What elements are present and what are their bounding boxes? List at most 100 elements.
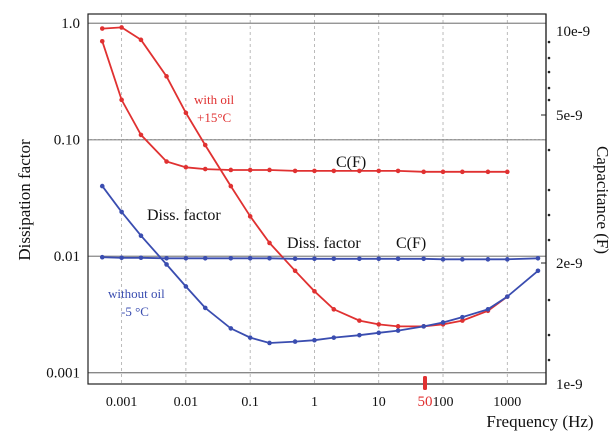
x-tick-label: 0.1 — [241, 395, 259, 410]
series-point-1 — [441, 170, 446, 175]
x-tick-label: 10 — [372, 395, 386, 410]
series-point-2 — [100, 184, 105, 189]
series-point-0 — [248, 214, 253, 219]
right-minor-tick — [548, 239, 551, 242]
right-minor-tick — [548, 299, 551, 302]
y-axis-label-right: Capacitance (F) — [593, 146, 609, 254]
plot-frame — [88, 14, 546, 384]
right-minor-tick — [548, 71, 551, 74]
series-point-2 — [421, 324, 426, 329]
right-minor-tick — [548, 149, 551, 152]
series-point-2 — [441, 320, 446, 325]
right-minor-tick — [548, 99, 551, 102]
series-point-3 — [505, 257, 510, 262]
y-tick-label-right: 5e-9 — [556, 108, 583, 124]
series-point-1 — [119, 98, 124, 103]
series-point-3 — [267, 256, 272, 261]
x-tick-label: 1000 — [493, 395, 521, 410]
series-point-1 — [229, 168, 234, 173]
series-point-0 — [100, 26, 105, 31]
y-tick-label-left: 0.001 — [46, 366, 80, 382]
series-point-3 — [421, 257, 426, 262]
series-point-3 — [100, 255, 105, 260]
series-point-1 — [100, 39, 105, 44]
series-point-3 — [184, 256, 189, 261]
series-point-0 — [229, 184, 234, 189]
series-point-2 — [203, 306, 208, 311]
x-axis-label: Frequency (Hz) — [486, 412, 593, 431]
x-tick-label: 1 — [311, 395, 318, 410]
y-tick-label-left: 1.0 — [61, 16, 80, 32]
series-line-0 — [102, 27, 507, 326]
series-point-3 — [312, 257, 317, 262]
ticks-layer: 0.001 0.01 0.1 1 10 100 1000 1.0 0.10 0.01 0.001 10… — [46, 14, 590, 410]
series-point-1 — [164, 159, 169, 164]
series-point-1 — [203, 167, 208, 172]
y-tick-label-right: 1e-9 — [556, 377, 583, 393]
series-point-3 — [139, 255, 144, 260]
series-point-2 — [312, 338, 317, 343]
annotation-without-oil-line1: without oil — [108, 286, 165, 301]
right-minor-tick — [548, 87, 551, 90]
annotation-diss-blue: Diss. factor — [147, 207, 221, 224]
series-layer — [100, 25, 540, 345]
series-point-3 — [119, 255, 124, 260]
series-point-3 — [293, 257, 298, 262]
series-point-2 — [486, 307, 491, 312]
series-point-3 — [396, 257, 401, 262]
series-point-2 — [536, 268, 541, 273]
right-minor-tick — [548, 41, 551, 44]
series-point-0 — [293, 268, 298, 273]
series-point-2 — [396, 328, 401, 333]
series-point-2 — [119, 210, 124, 215]
x-tick-label: 100 — [433, 395, 454, 410]
series-point-2 — [460, 315, 465, 320]
right-minor-tick — [548, 57, 551, 60]
marker-50hz — [423, 376, 427, 390]
series-point-0 — [164, 74, 169, 79]
annotation-without-oil-line2: -5 °C — [121, 304, 149, 319]
series-point-0 — [357, 318, 362, 323]
right-minor-tick — [548, 189, 551, 192]
y-tick-label-left: 0.01 — [54, 249, 80, 265]
annotation-diss-red: Diss. factor — [287, 235, 361, 252]
series-point-1 — [139, 133, 144, 138]
series-point-2 — [184, 284, 189, 289]
series-point-1 — [396, 169, 401, 174]
series-point-3 — [486, 257, 491, 262]
series-point-2 — [139, 233, 144, 238]
marker-50hz-label: 50 — [418, 394, 433, 410]
y-tick-label-left: 0.10 — [54, 133, 80, 149]
series-point-1 — [376, 169, 381, 174]
y-axis-label-left: Dissipation factor — [15, 139, 34, 261]
series-point-3 — [441, 257, 446, 262]
series-point-1 — [486, 170, 491, 175]
series-point-1 — [505, 170, 510, 175]
series-line-1 — [102, 41, 507, 172]
series-point-2 — [505, 294, 510, 299]
series-point-1 — [248, 168, 253, 173]
series-point-3 — [248, 256, 253, 261]
series-point-2 — [248, 335, 253, 340]
x-tick-label: 0.01 — [174, 395, 199, 410]
annotation-cf-bottom: C(F) — [396, 235, 426, 252]
annotation-cf-top: C(F) — [336, 154, 366, 171]
series-point-2 — [332, 335, 337, 340]
series-point-1 — [293, 169, 298, 174]
series-point-0 — [203, 143, 208, 148]
series-point-3 — [332, 257, 337, 262]
series-point-1 — [184, 165, 189, 170]
series-point-0 — [139, 38, 144, 43]
series-point-3 — [376, 257, 381, 262]
annotation-with-oil-line2: +15°C — [197, 110, 231, 125]
series-point-2 — [164, 262, 169, 267]
series-point-3 — [357, 257, 362, 262]
series-point-2 — [267, 341, 272, 346]
series-point-0 — [184, 111, 189, 116]
annotation-with-oil-line1: with oil — [194, 92, 234, 107]
series-point-1 — [312, 169, 317, 174]
series-point-2 — [376, 331, 381, 336]
series-point-2 — [229, 326, 234, 331]
series-point-0 — [312, 289, 317, 294]
